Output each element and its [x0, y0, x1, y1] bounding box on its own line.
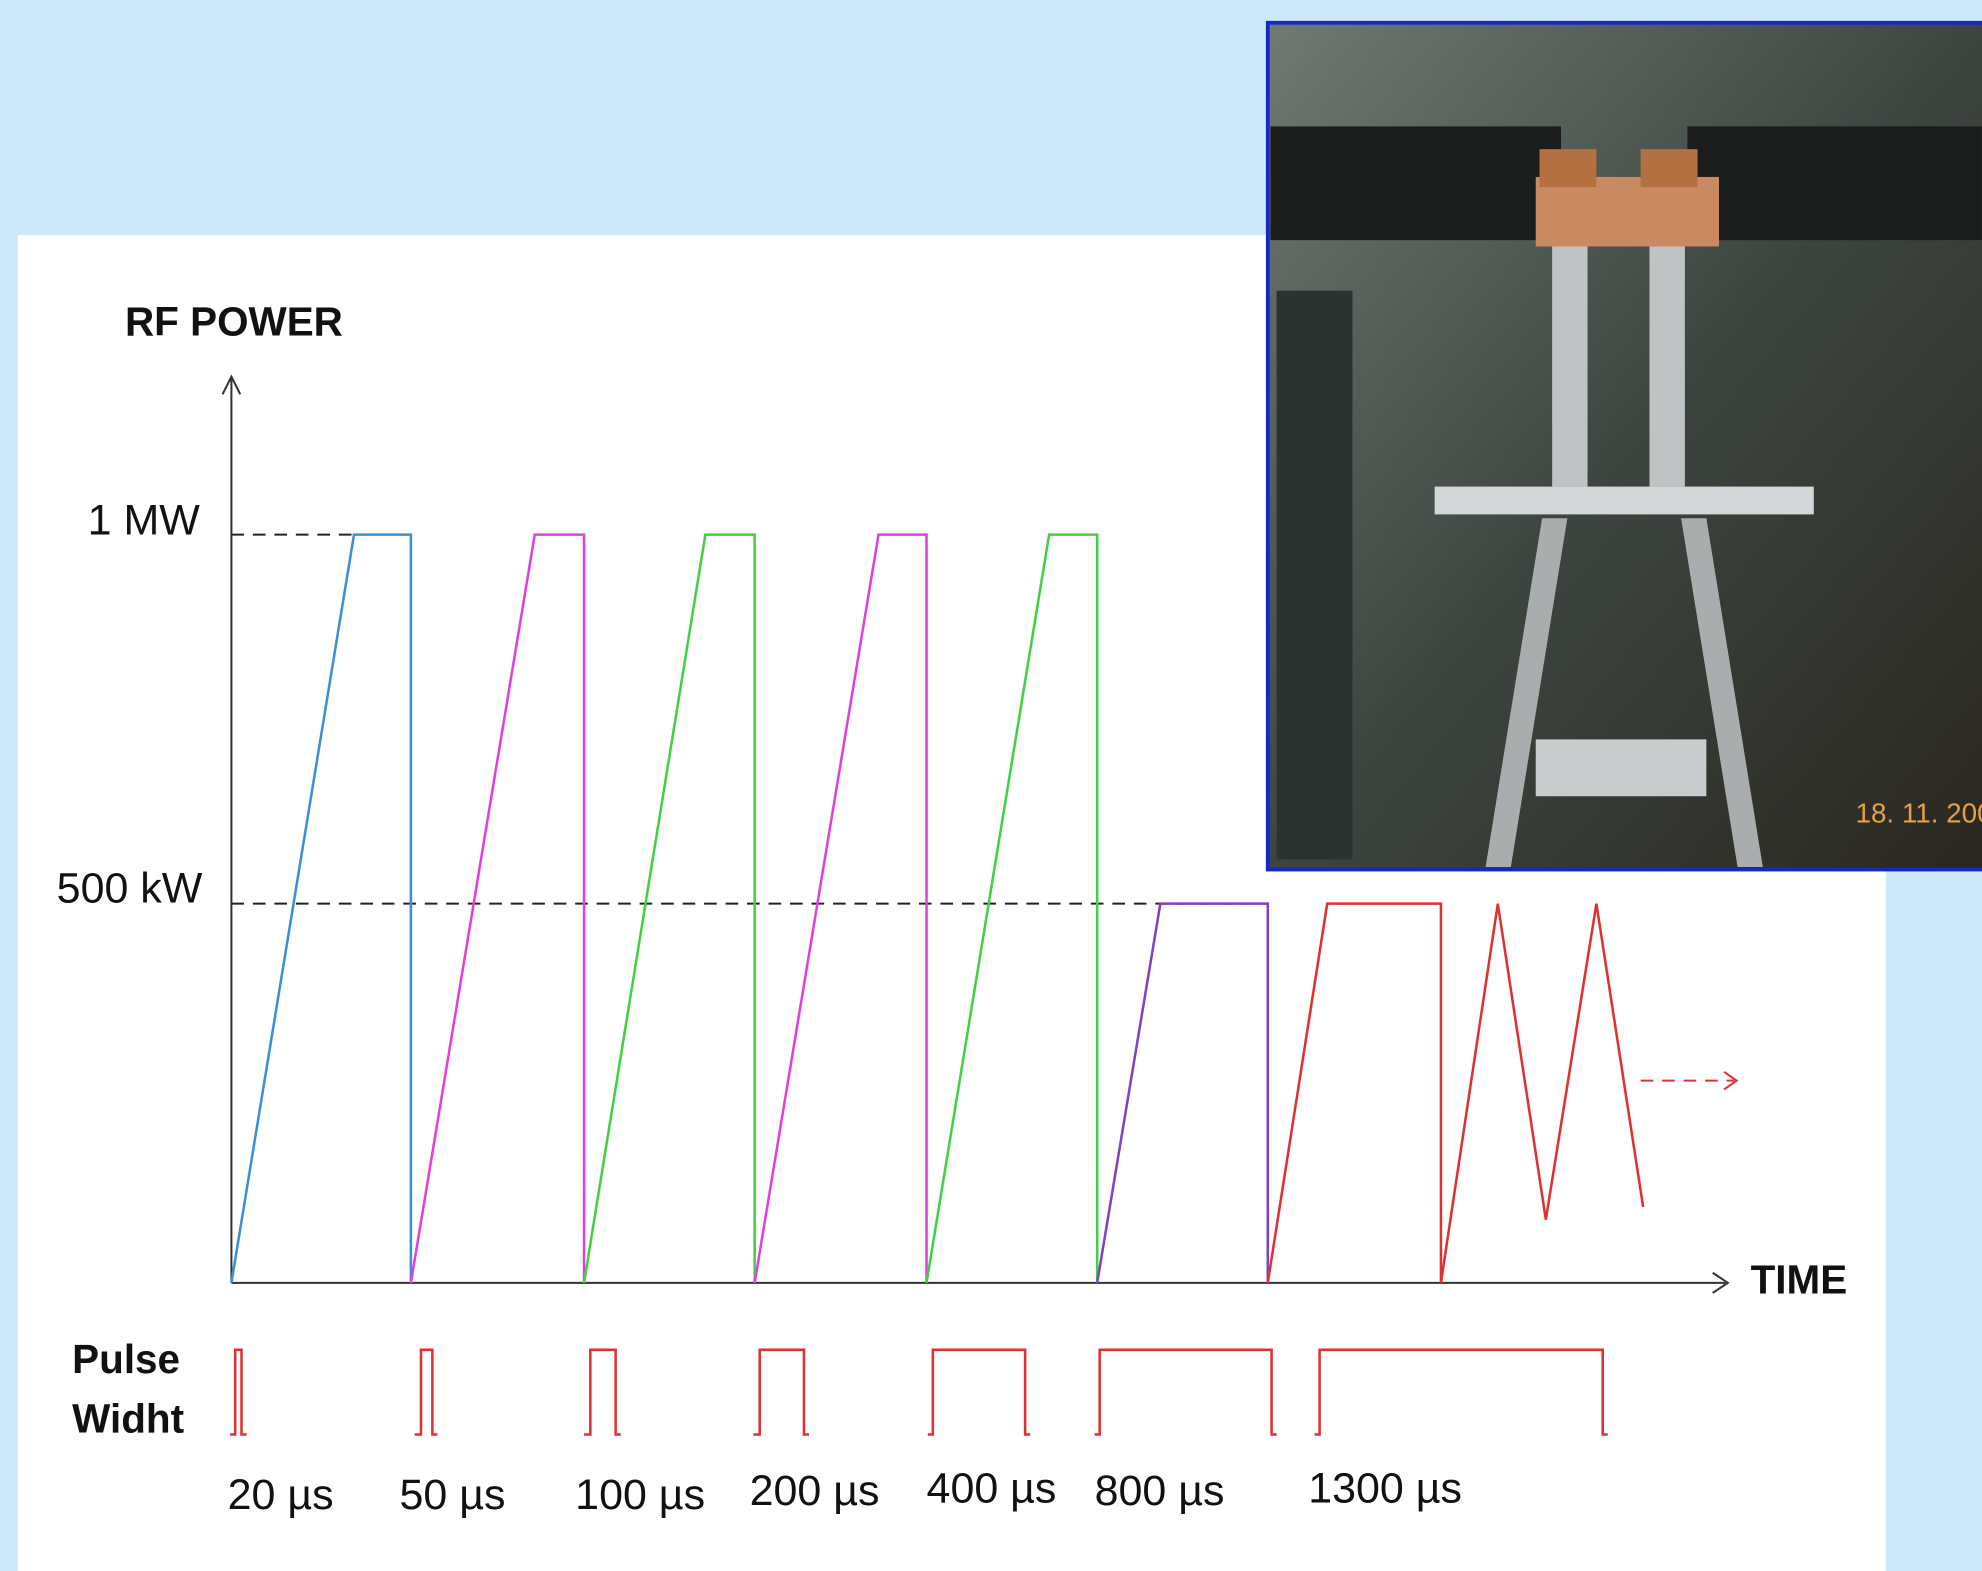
- photo: 18. 11. 2004: [1265, 20, 1982, 872]
- pulse-width-label: 200 µs: [750, 1467, 880, 1515]
- pulse-width-mark: [414, 1348, 438, 1436]
- pulse: [409, 533, 586, 1284]
- pulse-width-label: 20 µs: [228, 1471, 334, 1519]
- pulse: [582, 533, 756, 1284]
- level-label: 500 kW: [57, 864, 203, 912]
- pulse-width-marks: [230, 1348, 1608, 1436]
- level-lines: [231, 533, 1268, 905]
- axes: [221, 374, 1730, 1294]
- pulse-width-label: 800 µs: [1095, 1467, 1225, 1515]
- pulse-width-labels: 20 µs 50 µs 100 µs 200 µs 400 µs 800 µs …: [228, 1465, 1462, 1519]
- coupler: [1535, 176, 1719, 247]
- waveguide: [1270, 126, 1562, 241]
- pulse-width-label: 100 µs: [575, 1471, 705, 1519]
- pulse-width-label: 50 µs: [400, 1471, 506, 1519]
- pulse: [230, 533, 413, 1284]
- column: [1649, 246, 1685, 487]
- x-axis-label: TIME: [1751, 1257, 1848, 1303]
- coupler: [1640, 149, 1698, 188]
- pulse: [925, 533, 1099, 1284]
- waveguide: [1687, 126, 1982, 241]
- x-axis-arrow: [1712, 1271, 1730, 1294]
- leg: [1485, 518, 1568, 868]
- pulse: [1439, 903, 1645, 1284]
- photo-date: 18. 11. 2004: [1855, 798, 1982, 829]
- level-label: 1 MW: [88, 497, 201, 545]
- photo-content: 18. 11. 2004: [1270, 126, 1982, 868]
- pulse-width-mark: [584, 1348, 621, 1436]
- base: [1535, 739, 1707, 797]
- pulse: [753, 533, 928, 1284]
- pulses: [230, 533, 1739, 1284]
- pulse-width-mark: [1094, 1348, 1277, 1436]
- pulse-width-mark: [753, 1348, 810, 1436]
- plate: [1434, 486, 1814, 515]
- pulse-width-title: Pulse: [72, 1336, 180, 1382]
- y-axis-label: RF POWER: [125, 299, 343, 345]
- pulse-width-mark: [927, 1348, 1031, 1436]
- pulse: [1266, 902, 1443, 1284]
- tank: [1276, 290, 1353, 860]
- y-axis-arrow: [221, 374, 242, 395]
- pulse-width-label: 1300 µs: [1308, 1465, 1462, 1513]
- pulse: [1095, 902, 1270, 1284]
- column: [1552, 246, 1588, 487]
- pulse-width-title: Widht: [72, 1396, 184, 1442]
- pulse-width-mark: [230, 1348, 247, 1436]
- continue-arrow-head: [1723, 1070, 1739, 1091]
- pulse-width-mark: [1314, 1348, 1608, 1436]
- leg: [1681, 518, 1763, 868]
- pulse-width-label: 400 µs: [927, 1465, 1057, 1513]
- coupler: [1539, 149, 1597, 188]
